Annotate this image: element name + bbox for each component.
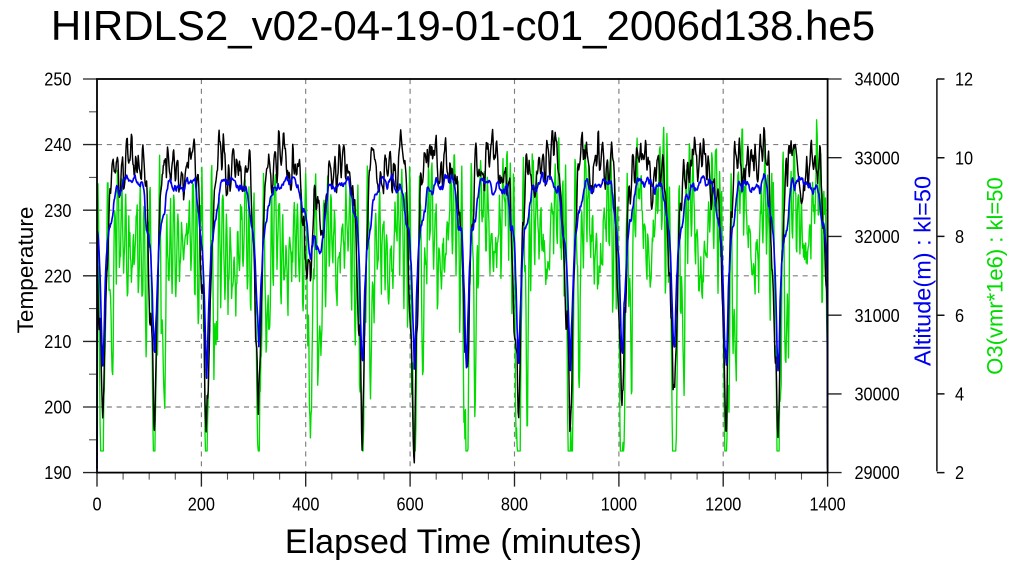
svg-text:8: 8 [955, 226, 964, 247]
svg-text:190: 190 [44, 462, 71, 483]
svg-text:250: 250 [44, 69, 71, 90]
svg-text:230: 230 [44, 200, 71, 221]
svg-text:29000: 29000 [855, 462, 900, 483]
svg-text:Elapsed Time (minutes): Elapsed Time (minutes) [285, 523, 642, 561]
svg-text:2: 2 [955, 462, 964, 483]
svg-text:Altitude(m) : kl=50: Altitude(m) : kl=50 [910, 176, 936, 366]
svg-text:31000: 31000 [855, 305, 900, 326]
svg-text:32000: 32000 [855, 226, 900, 247]
svg-text:0: 0 [93, 494, 102, 515]
svg-text:200: 200 [188, 494, 215, 515]
svg-text:240: 240 [44, 134, 71, 155]
svg-text:1000: 1000 [601, 494, 637, 515]
svg-text:210: 210 [44, 331, 71, 352]
svg-text:200: 200 [44, 397, 71, 418]
svg-text:33000: 33000 [855, 147, 900, 168]
svg-text:800: 800 [501, 494, 528, 515]
svg-text:10: 10 [955, 147, 973, 168]
svg-text:400: 400 [292, 494, 319, 515]
svg-text:O3(vmr*1e6) : kl=50: O3(vmr*1e6) : kl=50 [983, 177, 1008, 374]
svg-text:HIRDLS2_v02-04-19-01-c01_2006d: HIRDLS2_v02-04-19-01-c01_2006d138.he5 [51, 2, 875, 49]
svg-text:Temperature: Temperature [13, 207, 38, 334]
svg-text:220: 220 [44, 265, 71, 286]
svg-text:30000: 30000 [855, 384, 900, 405]
svg-text:4: 4 [955, 384, 964, 405]
svg-text:6: 6 [955, 305, 964, 326]
svg-text:12: 12 [955, 69, 973, 90]
svg-text:1400: 1400 [810, 494, 846, 515]
svg-text:600: 600 [397, 494, 424, 515]
svg-text:34000: 34000 [855, 69, 900, 90]
svg-text:1200: 1200 [705, 494, 741, 515]
